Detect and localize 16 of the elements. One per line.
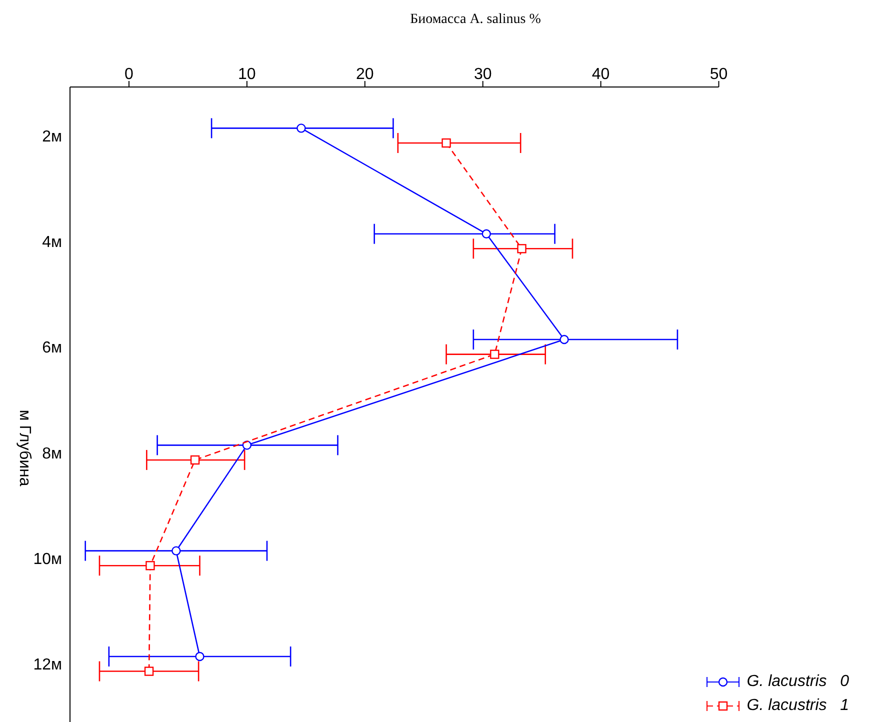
y-tick-label: 6м	[42, 340, 62, 357]
y-tick-label: 10м	[33, 550, 62, 568]
y-tick-label: 2м	[42, 128, 62, 146]
x-tick-label: 40	[592, 66, 610, 83]
y-tick-label: 12м	[33, 656, 62, 674]
x-axis-title: Биомасса A. salinus %	[409, 12, 542, 28]
x-tick-label: 20	[356, 66, 374, 83]
y-tick-label: 4м	[42, 234, 62, 251]
x-tick-label: 50	[710, 66, 728, 83]
legend-label: G. lacustris 0	[746, 673, 849, 691]
y-tick-label: 8м	[42, 445, 62, 462]
legend-label: G. lacustris 1	[746, 697, 849, 715]
x-tick-label: 30	[474, 66, 492, 83]
y-axis-title: м Глубина	[15, 410, 33, 486]
x-tick-label: 0	[124, 66, 134, 83]
x-tick-label: 10	[238, 66, 256, 83]
